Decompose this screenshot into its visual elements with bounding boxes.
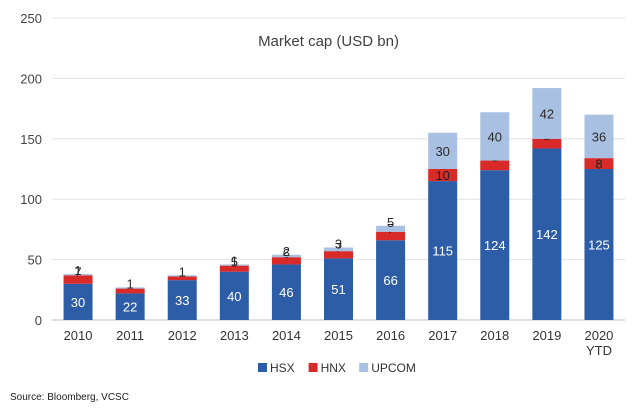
- data-label-hsx: 124: [484, 238, 506, 253]
- data-label-hnx: 10: [435, 168, 449, 183]
- bar-hsx-4: [271, 264, 301, 320]
- x-tick-label: 2010: [64, 328, 93, 343]
- bar-upcom-7: [428, 132, 458, 169]
- bar-hsx-6: [376, 240, 406, 320]
- data-label-upcom: 1: [179, 264, 186, 279]
- data-label-upcom: 36: [592, 129, 606, 144]
- bar-upcom-5: [324, 247, 353, 252]
- data-label-upcom: 2: [283, 244, 290, 259]
- data-label-hsx: 66: [383, 273, 397, 288]
- bar-upcom-3: [219, 264, 249, 266]
- legend-swatch-hnx: [308, 363, 318, 372]
- y-tick-label: 250: [20, 11, 42, 26]
- data-label-hsx: 125: [588, 238, 610, 253]
- bar-hsx-7: [428, 181, 458, 320]
- bar-upcom-1: [115, 287, 145, 289]
- x-tick-label: 2018: [480, 328, 509, 343]
- bar-hsx-3: [219, 271, 249, 320]
- legend-swatch-upcom: [359, 363, 369, 372]
- bar-hsx-9: [532, 148, 562, 320]
- data-label-hsx: 40: [227, 289, 241, 304]
- data-label-hsx: 33: [175, 293, 189, 308]
- y-tick-label: 200: [20, 71, 42, 86]
- bar-hsx-10: [584, 169, 614, 320]
- data-label-upcom: 1: [231, 253, 238, 268]
- bar-hnx-4: [271, 257, 301, 265]
- bar-hnx-1: [115, 288, 145, 294]
- data-label-hnx: 7: [74, 264, 81, 279]
- chart-title: Market cap (USD bn): [258, 33, 399, 50]
- data-label-upcom: 40: [488, 129, 502, 144]
- bar-upcom-4: [271, 254, 301, 258]
- x-tick-label: 2019: [532, 328, 561, 343]
- x-tick-label: 2014: [272, 328, 301, 343]
- bar-hnx-9: [532, 138, 562, 149]
- x-tick-label: 2013: [220, 328, 249, 343]
- x-tick-label: 2016: [376, 328, 405, 343]
- y-tick-label: 0: [35, 313, 42, 328]
- y-tick-label: 50: [28, 253, 42, 268]
- y-tick-label: 100: [20, 192, 42, 207]
- x-tick-label: YTD: [586, 343, 612, 358]
- data-label-upcom: 1: [127, 276, 134, 291]
- bar-hnx-6: [376, 231, 406, 241]
- data-label-hsx: 22: [123, 300, 137, 315]
- x-tick-label: 2015: [324, 328, 353, 343]
- bar-upcom-6: [376, 225, 406, 232]
- bar-hnx-8: [480, 160, 510, 171]
- data-label-hsx: 51: [331, 282, 345, 297]
- x-tick-label: 2017: [428, 328, 457, 343]
- x-tick-label: 2020: [584, 328, 613, 343]
- bar-hnx-10: [584, 158, 614, 169]
- bar-hsx-8: [480, 170, 510, 320]
- bar-hsx-0: [63, 283, 93, 320]
- data-label-upcom: 5: [387, 215, 394, 230]
- legend-label-hnx: HNX: [321, 361, 346, 375]
- bar-upcom-10: [584, 114, 614, 159]
- y-tick-label: 150: [20, 132, 42, 147]
- bar-upcom-8: [480, 112, 510, 161]
- data-label-hnx: 5: [231, 255, 238, 270]
- bar-upcom-9: [532, 88, 562, 139]
- data-label-upcom: 42: [540, 106, 554, 121]
- x-tick-label: 2012: [168, 328, 197, 343]
- bar-hsx-1: [115, 293, 145, 320]
- bar-hnx-3: [219, 265, 249, 272]
- bar-upcom-0: [63, 274, 93, 276]
- bar-hnx-5: [324, 251, 353, 259]
- legend-label-hsx: HSX: [270, 361, 295, 375]
- data-label-hnx: 6: [283, 246, 290, 261]
- bar-hnx-2: [167, 276, 197, 281]
- bar-hnx-7: [428, 169, 458, 182]
- source-note: Source: Bloomberg, VCSC: [10, 392, 129, 403]
- legend-swatch-hsx: [258, 363, 267, 372]
- data-label-hnx: 8: [595, 157, 602, 172]
- bar-hsx-5: [324, 258, 353, 320]
- data-label-upcom: 30: [435, 144, 449, 159]
- bar-hnx-0: [63, 275, 93, 284]
- data-label-upcom: 1: [74, 263, 81, 278]
- data-label-hsx: 115: [432, 244, 453, 259]
- data-label-upcom: 3: [335, 237, 342, 252]
- x-tick-label: 2011: [116, 328, 144, 343]
- data-label-hsx: 30: [71, 295, 85, 310]
- bar-hsx-2: [167, 280, 197, 320]
- legend-label-upcom: UPCOM: [371, 361, 416, 375]
- data-label-hsx: 46: [279, 285, 293, 300]
- data-label-hsx: 142: [536, 227, 558, 242]
- bar-upcom-2: [167, 275, 197, 277]
